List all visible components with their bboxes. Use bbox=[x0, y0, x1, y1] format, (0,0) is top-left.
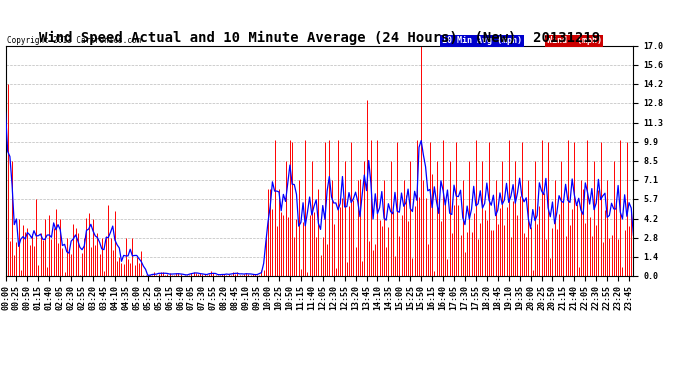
Text: Wind  (mph): Wind (mph) bbox=[546, 36, 602, 45]
Text: 10 Min Avg (mph): 10 Min Avg (mph) bbox=[442, 36, 522, 45]
Title: Wind Speed Actual and 10 Minute Average (24 Hours)  (New)  20131219: Wind Speed Actual and 10 Minute Average … bbox=[39, 30, 600, 45]
Text: Copyright 2013 Cartronics.com: Copyright 2013 Cartronics.com bbox=[7, 36, 141, 45]
